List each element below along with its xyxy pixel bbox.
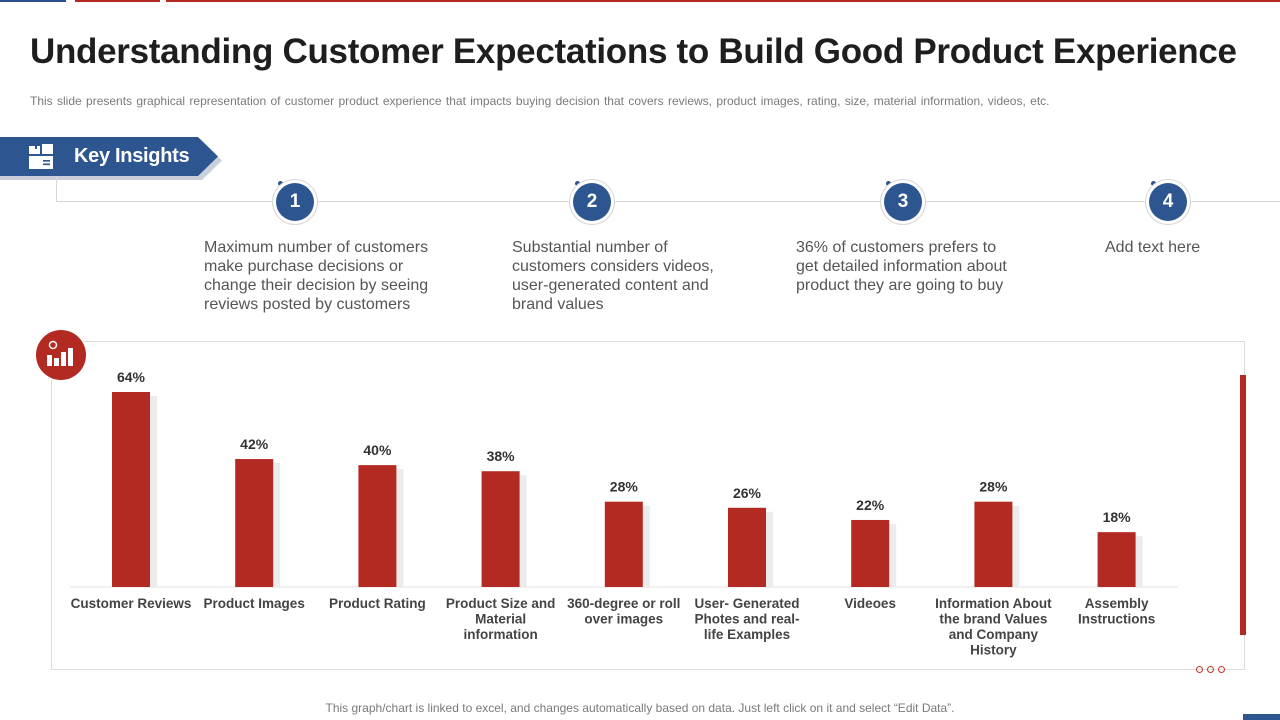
category-label: Videoes — [844, 596, 896, 611]
category-label-line: Product Rating — [329, 596, 426, 611]
category-label-line: Instructions — [1078, 612, 1155, 627]
data-label: 64% — [117, 369, 146, 385]
step-2-text: Substantial number of customers consider… — [512, 238, 714, 314]
category-label-line: Product Images — [204, 596, 305, 611]
step-1-text-line: reviews posted by customers — [204, 296, 411, 313]
category-label-line: life Examples — [704, 627, 790, 642]
category-label-line: and Company — [949, 627, 1039, 642]
step-1-text-line: make purchase decisions or — [204, 258, 404, 275]
bar-shadow — [1135, 536, 1143, 587]
timeline-line — [56, 201, 1280, 202]
category-label-line: User- Generated — [694, 596, 799, 611]
bar — [358, 465, 397, 587]
step-4-circle: 4 — [1149, 183, 1187, 221]
bar-shadow — [1012, 505, 1020, 587]
corner-accent — [1243, 714, 1280, 720]
step-1-text-line: Maximum number of customers — [204, 239, 429, 256]
bar-shadow — [889, 523, 897, 587]
data-label: 40% — [363, 442, 392, 458]
category-label-line: Videoes — [844, 596, 896, 611]
bar — [974, 501, 1013, 587]
top-accent-red-short — [75, 0, 160, 2]
key-insights-label: Key Insights — [74, 145, 190, 167]
bar — [112, 392, 150, 587]
step-2-circle: 2 — [573, 183, 611, 221]
bar-shadow — [519, 475, 527, 587]
bar — [235, 459, 274, 587]
category-label: Assembly Instructions — [1078, 596, 1155, 627]
bar-shadow — [150, 396, 157, 587]
category-label: Product Rating — [329, 596, 426, 611]
step-1-dot — [278, 181, 283, 186]
step-1-text: Maximum number of customers make purchas… — [204, 238, 428, 314]
data-label: 22% — [856, 497, 885, 513]
step-2-text-line: brand values — [512, 296, 604, 313]
category-label-line: Material — [475, 612, 526, 627]
footer-note: This graph/chart is linked to excel, and… — [325, 701, 955, 715]
bar — [728, 507, 766, 587]
bar-shadow — [273, 463, 281, 587]
page-title: Understanding Customer Expectations to B… — [30, 32, 1237, 71]
dot-icon — [1218, 666, 1225, 673]
data-label: 42% — [240, 436, 269, 452]
dot-icon — [1207, 666, 1214, 673]
chart-badge — [36, 330, 86, 380]
data-label: 28% — [610, 479, 639, 495]
bar — [481, 471, 520, 587]
bar-chart-icon — [47, 340, 73, 366]
bar — [851, 519, 890, 587]
category-label-line: Customer Reviews — [71, 596, 192, 611]
bar-shadow — [642, 505, 650, 587]
top-accent-red-long — [166, 0, 1280, 2]
category-label: User- Generated Photes and real-life Exam… — [694, 596, 799, 642]
step-2-text-line: Substantial number of — [512, 239, 668, 256]
category-label: Product Images — [204, 596, 305, 611]
more-dots — [1196, 666, 1225, 673]
step-1-circle: 1 — [276, 183, 314, 221]
category-label-line: Photes and real- — [694, 612, 799, 627]
category-label: Customer Reviews — [71, 596, 192, 611]
category-label-line: Information About — [935, 596, 1052, 611]
top-accent-blue — [0, 0, 66, 2]
timeline-start-tick — [56, 176, 57, 202]
data-label: 18% — [1103, 509, 1132, 525]
bar — [604, 501, 643, 587]
step-3-text-line: product they are going to buy — [796, 277, 1004, 294]
category-label-line: History — [970, 643, 1017, 658]
step-3-text-line: get detailed information about — [796, 258, 1007, 275]
category-label: 360-degree or roll over images — [567, 596, 680, 627]
page-subtitle: This slide presents graphical representa… — [30, 94, 1050, 108]
step-3-text: 36% of customers prefers to get detailed… — [796, 238, 1007, 295]
category-label: Product Size and Material information — [446, 596, 556, 642]
category-label-line: Assembly — [1085, 596, 1149, 611]
bar-shadow — [766, 511, 773, 587]
step-4-text-line: Add text here — [1105, 239, 1201, 256]
dot-icon — [1196, 666, 1203, 673]
step-1-text-line: change their decision by seeing — [204, 277, 429, 294]
category-label-line: the brand Values — [939, 612, 1047, 627]
step-4-dot — [1151, 181, 1156, 186]
step-3-circle: 3 — [884, 183, 922, 221]
category-label: Information About the brand Values and Com… — [935, 596, 1052, 658]
category-label-line: 360-degree or roll — [567, 596, 680, 611]
step-2-dot — [575, 181, 580, 186]
box-document-icon — [29, 144, 53, 169]
data-label: 28% — [979, 479, 1008, 495]
category-label-line: information — [463, 627, 537, 642]
data-label: 38% — [487, 448, 516, 464]
bar-shadow — [396, 469, 404, 587]
category-label-line: Product Size and — [446, 596, 556, 611]
bar — [1097, 532, 1136, 587]
step-4-text: Add text here — [1105, 238, 1200, 257]
chart-right-accent-bar — [1240, 375, 1246, 635]
step-3-dot — [886, 181, 891, 186]
category-label-line: over images — [584, 612, 663, 627]
step-2-text-line: customers considers videos, — [512, 258, 714, 275]
data-label: 26% — [733, 485, 762, 501]
step-2-text-line: user-generated content and — [512, 277, 709, 294]
step-3-text-line: 36% of customers prefers to — [796, 239, 997, 256]
